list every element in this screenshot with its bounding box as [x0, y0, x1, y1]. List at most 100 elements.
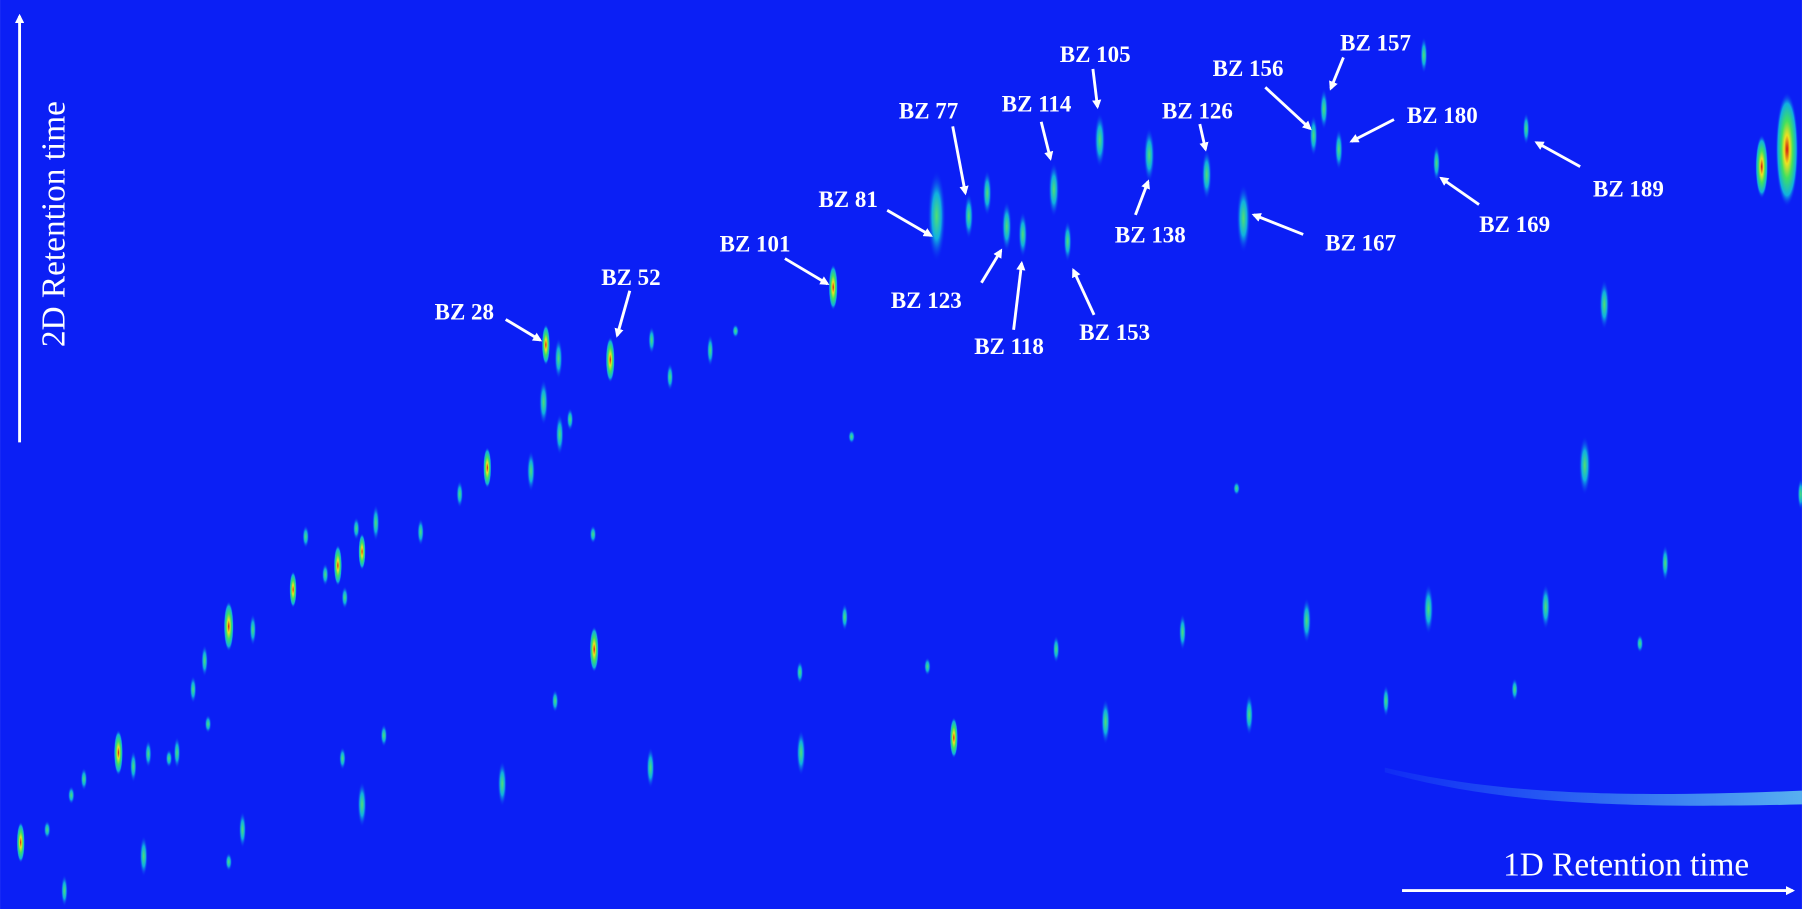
peak	[1236, 183, 1251, 253]
peak-label: BZ 101	[720, 232, 791, 257]
peak	[589, 525, 597, 544]
peak	[1233, 481, 1241, 496]
peak	[1001, 201, 1012, 252]
peak-label: BZ 156	[1213, 56, 1284, 81]
peak	[1599, 279, 1610, 330]
peak-label: BZ 180	[1407, 103, 1478, 128]
peak	[1541, 583, 1551, 630]
peak	[1201, 149, 1212, 200]
annotation-arrow	[1091, 68, 1102, 110]
annotation-arrow	[1134, 179, 1150, 216]
annotation-arrow	[1251, 213, 1304, 236]
annotation-arrow	[886, 209, 933, 237]
annotation-arrow	[1072, 267, 1096, 316]
peak	[1522, 112, 1530, 145]
peak-label: BZ 157	[1340, 31, 1411, 56]
peak-label: BZ 114	[1002, 91, 1072, 116]
peak	[551, 689, 559, 713]
annotation-arrow	[614, 290, 632, 338]
peak	[589, 626, 599, 673]
peak	[1245, 694, 1254, 736]
annotation-arrow	[504, 318, 543, 342]
peak	[605, 336, 615, 383]
y-axis-label: 2D Retention time	[35, 101, 72, 347]
peak	[249, 613, 257, 646]
annotation-arrow	[1198, 123, 1209, 152]
peak	[541, 324, 551, 366]
annotation-arrow	[1439, 176, 1480, 206]
peak	[1094, 112, 1106, 168]
peak	[1302, 597, 1312, 644]
peak	[1755, 134, 1769, 199]
peak	[67, 786, 75, 805]
peak	[289, 571, 297, 608]
peak	[1063, 220, 1072, 263]
peak	[80, 767, 88, 791]
peak	[828, 264, 838, 311]
peak	[302, 525, 310, 549]
annotation-arrow	[1039, 121, 1054, 161]
peak-label: BZ 118	[974, 334, 1044, 359]
peak-label: BZ 105	[1060, 42, 1131, 67]
peak	[1797, 478, 1802, 511]
peak-label: BZ 153	[1079, 320, 1150, 345]
peak	[841, 603, 849, 631]
peak	[1048, 162, 1060, 218]
peak	[189, 675, 197, 704]
peak	[1636, 634, 1644, 653]
peak	[1178, 613, 1187, 651]
peak	[706, 334, 714, 367]
peak	[483, 447, 492, 489]
peak-label: BZ 167	[1325, 231, 1396, 256]
x-axis-label: 1D Retention time	[1503, 847, 1749, 884]
peak	[352, 517, 360, 541]
peak	[139, 835, 148, 877]
peak	[144, 740, 152, 768]
peak	[165, 749, 173, 768]
peak	[732, 324, 739, 338]
peak	[554, 337, 563, 380]
peak	[1432, 144, 1441, 182]
peak	[982, 170, 992, 217]
peak-label: BZ 189	[1593, 177, 1664, 202]
peak	[555, 413, 564, 456]
peak	[796, 729, 806, 776]
peak	[204, 714, 212, 734]
peak	[357, 781, 367, 828]
peak	[646, 746, 655, 789]
peak-label: BZ 81	[818, 187, 877, 212]
peak	[333, 544, 343, 587]
peak	[1775, 91, 1799, 207]
peak	[456, 480, 464, 508]
peak	[1578, 435, 1591, 496]
peak-label: BZ 169	[1479, 212, 1550, 237]
peak	[339, 746, 346, 770]
peak	[539, 379, 549, 426]
peak	[60, 874, 68, 907]
annotation-arrow	[1534, 141, 1581, 168]
peak	[1420, 36, 1428, 74]
peak	[225, 852, 233, 872]
peak	[648, 326, 656, 354]
peak	[129, 750, 137, 783]
peak	[964, 193, 974, 240]
peak	[43, 820, 51, 839]
peak	[201, 644, 209, 677]
peak	[1511, 678, 1519, 701]
peak	[173, 736, 181, 769]
peaks	[16, 36, 1802, 907]
peak	[341, 586, 349, 610]
peak-label: BZ 52	[601, 265, 660, 290]
peak	[1018, 211, 1028, 258]
peak	[1423, 583, 1434, 635]
peak	[848, 429, 856, 444]
peak	[1661, 544, 1669, 582]
peak	[1309, 114, 1318, 157]
peak	[1382, 684, 1390, 718]
peak	[927, 170, 946, 263]
peak	[1100, 698, 1111, 745]
peak	[113, 729, 124, 776]
peak	[497, 760, 507, 807]
